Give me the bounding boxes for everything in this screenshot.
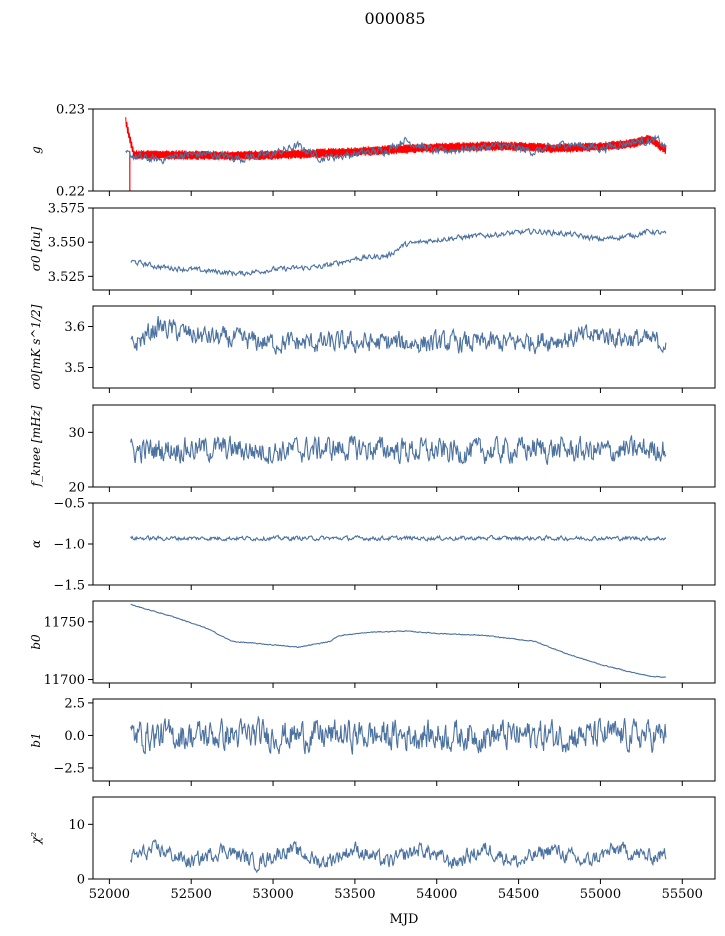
data-series-line bbox=[130, 435, 667, 465]
y-axis-label: b0 bbox=[29, 634, 43, 650]
y-tick-label: 3.550 bbox=[48, 236, 85, 251]
panel-frame bbox=[92, 796, 716, 880]
y-tick-label: −1.0 bbox=[53, 538, 85, 553]
y-tick-label: 0 bbox=[77, 873, 85, 888]
y-tick-label: 0.22 bbox=[56, 185, 85, 200]
panel-frame bbox=[92, 108, 716, 192]
y-tick-label: 3.5 bbox=[64, 361, 85, 376]
y-tick-label: 0.0 bbox=[64, 729, 85, 744]
panel-frame bbox=[92, 502, 716, 586]
series-group-alpha bbox=[130, 534, 667, 542]
series-group-sigma0-mk bbox=[130, 315, 667, 355]
y-tick-label: 0.23 bbox=[56, 103, 85, 118]
series-group-chi2 bbox=[130, 838, 667, 874]
x-tick-label: 54000 bbox=[416, 887, 457, 902]
panel-sigma0-mk: 3.5 3.6 σ0[mK s^1/2] bbox=[29, 304, 716, 393]
series-group-sigma0-du bbox=[130, 228, 667, 277]
model-band-line bbox=[125, 117, 667, 161]
y-axis-label: g bbox=[29, 146, 43, 154]
data-series-line bbox=[130, 603, 666, 678]
panel-chi2: 0 10 52000 52500 53000 53500 54000 54500 55000 55… bbox=[29, 796, 716, 902]
figure-title: 000085 bbox=[364, 9, 425, 28]
y-tick-label: 11750 bbox=[44, 615, 85, 630]
y-tick-label: 11700 bbox=[44, 673, 85, 688]
data-series-line bbox=[130, 534, 667, 542]
data-series-line bbox=[125, 134, 667, 165]
x-tick-label: 52000 bbox=[89, 887, 130, 902]
y-axis-label: f_knee [mHz] bbox=[29, 405, 43, 487]
series-group-fknee bbox=[130, 435, 667, 465]
y-tick-label: 3.6 bbox=[64, 320, 85, 335]
panel-b1: −2.5 0.0 2.5 b1 bbox=[29, 696, 716, 786]
panel-alpha: −1.5 −1.0 −0.5 α bbox=[29, 497, 716, 594]
y-tick-label: 30 bbox=[68, 426, 85, 441]
panel-frame bbox=[92, 207, 716, 291]
panel-fknee: 20 30 f_knee [mHz] bbox=[29, 404, 716, 496]
x-tick-label: 52500 bbox=[171, 887, 212, 902]
data-series-line bbox=[130, 838, 667, 874]
series-group-b1 bbox=[130, 715, 667, 755]
y-tick-label: 20 bbox=[68, 481, 85, 496]
y-tick-label: −2.5 bbox=[53, 761, 85, 776]
panel-frame bbox=[92, 305, 716, 389]
y-tick-label: 3.575 bbox=[48, 202, 85, 217]
x-tick-label: 55000 bbox=[580, 887, 621, 902]
y-axis-label: σ0 [du] bbox=[29, 226, 43, 271]
x-tick-label: 53000 bbox=[252, 887, 293, 902]
series-group-b0 bbox=[130, 603, 666, 678]
y-axis-label: σ0[mK s^1/2] bbox=[29, 304, 43, 389]
x-tick-label: 55500 bbox=[662, 887, 703, 902]
y-axis-label: b1 bbox=[29, 732, 43, 747]
x-axis-label: MJD bbox=[390, 912, 419, 927]
data-series-line bbox=[130, 228, 667, 277]
y-tick-label: −1.5 bbox=[53, 579, 85, 594]
y-tick-label: 2.5 bbox=[64, 696, 85, 711]
y-tick-label: 10 bbox=[68, 818, 85, 833]
series-group-g bbox=[125, 117, 667, 191]
x-tick-label: 54500 bbox=[498, 887, 539, 902]
panel-frame bbox=[92, 600, 716, 684]
panel-frame bbox=[92, 404, 716, 488]
y-axis-label: α bbox=[29, 540, 43, 548]
y-tick-label: 3.525 bbox=[48, 270, 85, 285]
panel-sigma0-du: 3.525 3.550 3.575 σ0 [du] bbox=[29, 202, 716, 295]
y-axis-label: χ² bbox=[29, 832, 43, 845]
y-tick-label: −0.5 bbox=[53, 497, 85, 512]
panel-g: 0.22 0.23 g bbox=[29, 103, 716, 200]
panel-frame bbox=[92, 698, 716, 782]
x-tick-label: 53500 bbox=[334, 887, 375, 902]
data-series-line bbox=[130, 315, 667, 355]
data-series-line bbox=[130, 715, 667, 755]
